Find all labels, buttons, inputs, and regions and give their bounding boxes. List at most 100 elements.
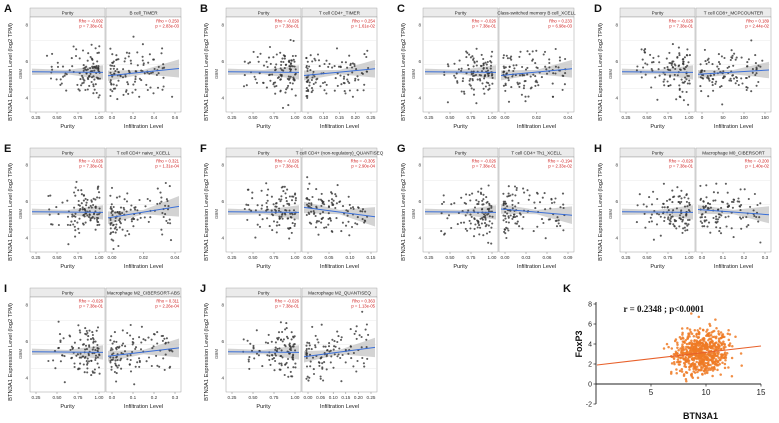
purity-facet-point [291,356,294,359]
immune-facet-point [330,355,333,358]
immune-facet-point [328,342,331,345]
immune-facet-point [123,208,126,211]
immune-facet-point [353,63,356,66]
k-point [708,345,711,349]
immune-facet-point [116,366,119,369]
purity-facet-point [50,65,53,68]
purity-facet-point [96,343,99,347]
immune-facet-xtick-label: 0.09 [564,255,573,260]
immune-facet-point [117,364,120,367]
immune-facet-point [745,86,748,89]
immune-facet-point [310,203,313,206]
immune-facet-point [346,66,349,69]
immune-facet-point [746,61,749,64]
purity-facet-point [287,227,291,230]
immune-facet-point [504,82,507,85]
immune-facet-point [340,230,343,233]
immune-facet-point [159,191,162,194]
k-point [704,353,708,357]
immune-facet-point [365,338,368,341]
purity-facet-point [488,204,491,207]
purity-facet-point [276,338,279,341]
purity-facet-point [97,66,100,69]
immune-facet-point [343,75,346,78]
purity-facet-point [685,78,688,81]
k-point [713,365,716,369]
purity-facet-point [78,329,81,332]
purity-facet-point [92,75,95,78]
immune-facet-point [133,217,136,221]
immune-facet-point [732,64,735,67]
immune-facet-point [740,217,743,220]
k-point [703,372,707,375]
x-axis-label: Infiltration Level [320,124,359,130]
k-point [703,367,707,371]
purity-facet-point [681,90,684,93]
purity-facet-point [292,76,295,79]
purity-facet-point [465,72,468,75]
purity-facet-point [86,214,89,217]
purity-facet-point [86,76,89,80]
purity-facet-point [456,80,459,83]
immune-facet-point [308,65,311,68]
immune-facet-point [166,199,169,203]
purity-facet-point [644,62,647,65]
purity-facet-point [64,72,67,75]
immune-facet-point [134,208,137,211]
ytick-label: 8 [418,163,421,168]
purity-facet-point [268,225,271,228]
immune-facet-point [321,201,324,204]
immune-facet-point [110,222,113,225]
purity-facet-point [90,80,93,84]
purity-facet-point [265,60,268,63]
purity-facet-point [275,231,278,234]
purity-facet-point [284,192,287,195]
purity-facet-point [281,356,284,359]
k-y-label: FoxP3 [574,330,584,357]
k-point [716,360,720,364]
immune-facet-point [707,221,711,224]
purity-facet-point [651,69,654,72]
immune-facet-point [735,56,738,59]
k-point [670,370,673,374]
panel-letter: C [397,3,405,15]
immune-facet-point [111,358,114,361]
purity-facet-point [75,354,78,357]
immune-facet-point [759,241,762,244]
x-axis-label: Infiltration Level [320,404,359,410]
k-point [688,335,691,338]
purity-facet-point [86,198,89,201]
immune-facet-point [351,206,355,209]
immune-facet-point [318,361,321,364]
purity-facet-xtick-label: 1.00 [291,255,300,260]
purity-facet-point [667,68,670,71]
k-ytick-label: 4 [588,342,592,349]
purity-facet-point [269,79,272,82]
immune-facet-point [531,59,534,62]
purity-facet-point [480,208,484,211]
immune-facet-point [718,230,721,233]
immune-facet-point [360,346,363,349]
immune-facet-point [109,361,112,364]
k-ytick-label: 2 [588,362,592,369]
purity-facet-point [282,204,285,207]
purity-facet-point [293,222,297,225]
immune-facet-point [740,77,743,80]
immune-facet-point [116,210,119,214]
immune-facet-point [128,233,131,236]
purity-facet-point [687,197,690,200]
immune-facet-point [545,68,548,71]
purity-facet-xtick-label: 0.75 [467,255,476,260]
k-point [673,339,677,343]
purity-facet-point [85,201,88,204]
immune-facet-point [335,202,338,205]
purity-facet-point [290,338,293,341]
ytick-label: 6 [615,59,618,64]
immune-facet-point [122,93,125,96]
immune-facet-point [759,202,762,205]
k-point [684,339,688,342]
immune-facet-point [757,80,760,84]
purity-facet-point [646,63,649,66]
immune-facet-point [757,220,760,223]
immune-facet-point [699,85,702,88]
